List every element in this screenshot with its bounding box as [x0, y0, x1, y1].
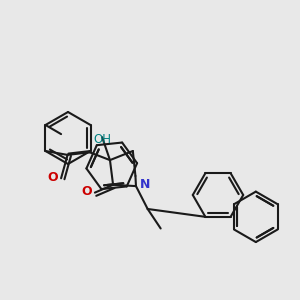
Text: OH: OH	[93, 133, 111, 146]
Text: O: O	[47, 171, 58, 184]
Text: N: N	[140, 178, 150, 190]
Text: O: O	[81, 185, 92, 198]
